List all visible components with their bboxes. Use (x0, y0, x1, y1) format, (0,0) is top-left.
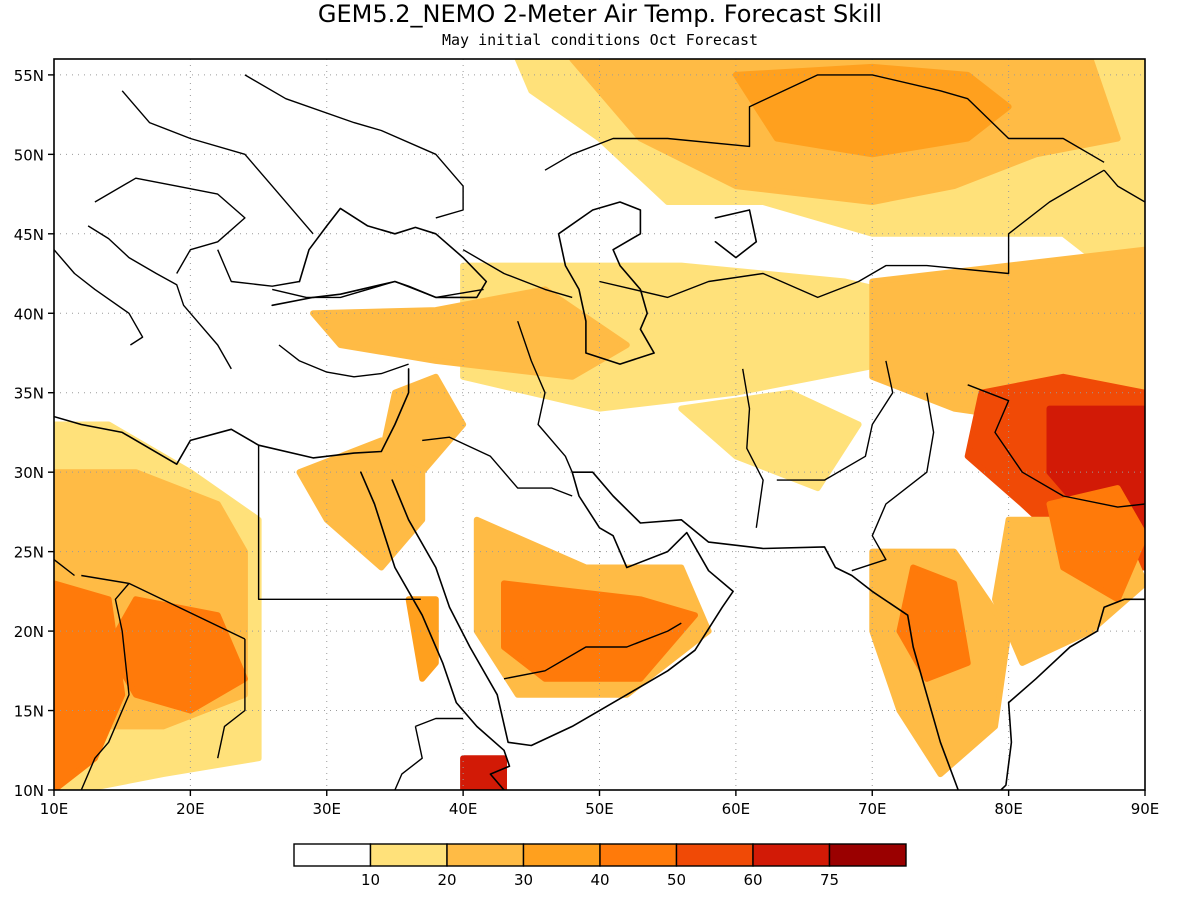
legend-swatch (828, 843, 907, 867)
boundary-kazakh-south (599, 169, 1105, 299)
boundary-afghan-pak (776, 360, 894, 481)
boundary-russia-kazakh (544, 74, 1105, 171)
boundary-aral-sea (714, 209, 758, 259)
boundary-china-india (967, 384, 1145, 508)
boundary-europe-borders-1 (121, 90, 314, 235)
y-tick-label: 50N (14, 146, 44, 164)
boundary-niger-libya (80, 574, 130, 790)
y-tick-label: 10N (14, 782, 44, 800)
map-title: GEM5.2_NEMO 2-Meter Air Temp. Forecast S… (318, 0, 882, 28)
y-tick-label: 40N (14, 305, 44, 323)
boundary-iran-afghan (742, 368, 764, 528)
boundary-europe-borders-5 (462, 249, 573, 299)
boundary-europe-south-coast (271, 207, 488, 307)
skill-region-kazakhstan-peak (732, 63, 1012, 158)
boundary-egypt-libya (257, 445, 421, 600)
latitude-axis: 10N 15N 20N 25N 30N 35N 40N 45N 50N 55N (14, 67, 54, 800)
boundary-algeria-east (54, 559, 75, 577)
legend-swatch (446, 843, 525, 867)
boundary-arabia-coast (391, 471, 1145, 790)
legend-label: 40 (590, 871, 609, 889)
legend-label: 60 (743, 871, 762, 889)
skill-region-red-sea-west (405, 596, 439, 682)
x-tick-label: 90E (1131, 800, 1160, 818)
boundary-caspian-sea (557, 201, 655, 365)
legend-label: 20 (437, 871, 456, 889)
longitude-axis: 10E 20E 30E 40E 50E 60E 70E 80E 90E (40, 790, 1160, 818)
boundary-europe-borders-3 (217, 249, 300, 287)
map-subtitle: May initial conditions Oct Forecast (442, 31, 758, 49)
boundary-europe-borders-2 (94, 177, 246, 274)
legend-label: 50 (667, 871, 686, 889)
legend-swatch (293, 843, 372, 867)
boundary-red-sea-west-coast (359, 471, 511, 790)
color-legend: 10 20 30 40 50 60 75 (293, 843, 907, 889)
legend-swatch (369, 843, 448, 867)
y-tick-label: 20N (14, 623, 44, 641)
boundary-sudan-chad (217, 639, 246, 759)
skill-shading-layer (54, 59, 1145, 790)
skill-region-india-west-peak (896, 564, 971, 682)
boundary-saudi-yemen (503, 622, 682, 680)
boundary-italy-west (54, 249, 144, 346)
x-tick-label: 10E (40, 800, 69, 818)
y-tick-label: 55N (14, 67, 44, 85)
boundary-libya-chad (128, 582, 246, 640)
legend-label: 10 (361, 871, 380, 889)
x-tick-label: 60E (722, 800, 751, 818)
y-tick-label: 25N (14, 544, 44, 562)
boundary-saudi-north (422, 436, 573, 497)
map-area (54, 59, 1145, 790)
legend-swatch (522, 843, 601, 867)
y-tick-label: 30N (14, 464, 44, 482)
skill-region-bengal (1046, 485, 1145, 603)
skill-region-chad-sw (54, 580, 126, 790)
legend-swatch (752, 843, 831, 867)
legend-swatch (675, 843, 754, 867)
y-tick-label: 45N (14, 226, 44, 244)
skill-region-turkey-iran-arc (310, 286, 630, 380)
skill-region-iran-east (678, 389, 862, 492)
y-tick-label: 15N (14, 703, 44, 721)
x-tick-label: 40E (449, 800, 478, 818)
y-tick-label: 35N (14, 385, 44, 403)
skill-region-arabia-hot (501, 580, 698, 682)
boundary-iran-iraq (517, 320, 573, 473)
legend-swatch (599, 843, 678, 867)
boundary-turkey-north (272, 280, 484, 299)
boundary-turkey-south (278, 344, 409, 378)
x-tick-label: 80E (994, 800, 1023, 818)
boundary-europe-borders-4 (244, 74, 464, 219)
legend-label: 75 (820, 871, 839, 889)
boundary-eritrea (415, 717, 464, 728)
coastlines-and-borders (54, 74, 1145, 790)
legend-label: 30 (514, 871, 533, 889)
x-tick-label: 50E (585, 800, 614, 818)
x-tick-label: 20E (176, 800, 205, 818)
boundary-pak-india (851, 392, 935, 572)
skill-region-horn-peak (460, 755, 507, 790)
boundary-china-mongolia (1103, 169, 1145, 203)
x-tick-label: 70E (858, 800, 887, 818)
boundary-italy-adriatic (87, 225, 232, 370)
x-tick-label: 30E (312, 800, 341, 818)
boundary-ethiopia-sudan (394, 726, 423, 790)
